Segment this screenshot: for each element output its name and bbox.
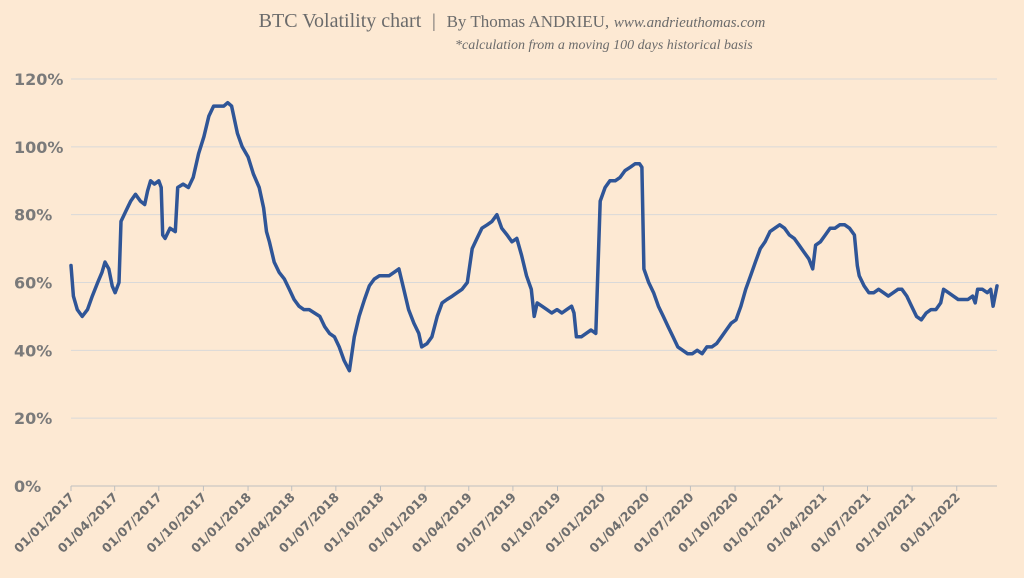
y-tick-label: 100% [14,138,63,157]
y-tick-label: 0% [14,477,41,496]
chart-author: By Thomas ANDRIEU, [446,12,610,31]
author-website: www.andrieuthomas.com [613,15,766,31]
x-axis-ticks: 01/01/201701/04/201701/07/201701/10/2017… [11,486,963,556]
y-tick-label: 60% [14,274,52,293]
chart-subtitle: *calculation from a moving 100 days hist… [455,38,753,53]
chart-title: BTC Volatility chart | By Thomas ANDRIEU… [0,10,1024,33]
title-separator: | [432,11,436,32]
y-tick-label: 40% [14,341,52,360]
y-tick-label: 120% [14,70,63,89]
series-layer [69,100,999,373]
y-tick-label: 80% [14,206,52,225]
volatility-series-line [69,100,999,373]
y-axis-ticks: 0% 20% 40% 60% 80% 100% 120% [14,70,63,496]
chart-title-main: BTC Volatility chart [258,10,422,32]
gridlines [71,78,997,487]
y-tick-label: 20% [14,409,52,428]
